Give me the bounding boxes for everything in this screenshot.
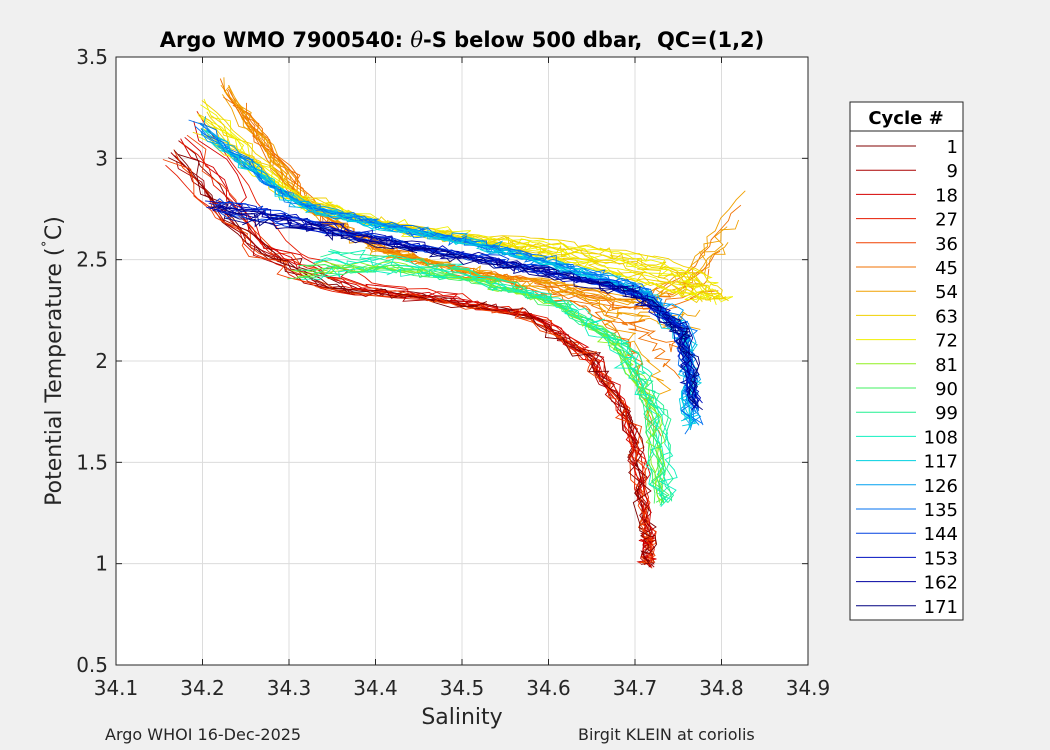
legend-label: 126 xyxy=(924,476,958,497)
legend-label: 117 xyxy=(924,452,958,473)
profile-line-early-red xyxy=(177,153,658,565)
y-tick-label: 0.5 xyxy=(76,653,108,677)
legend-label: 135 xyxy=(924,500,958,521)
chart-title: Argo WMO 7900540: θ-S below 500 dbar, QC… xyxy=(160,28,765,52)
y-tick-label: 1.5 xyxy=(76,450,108,474)
legend-label: 108 xyxy=(924,427,958,448)
footer-credit: Birgit KLEIN at coriolis xyxy=(578,725,755,744)
y-axis-label: Potential Temperature (˚C) xyxy=(41,216,67,506)
legend-label: 9 xyxy=(947,161,958,182)
legend-label: 72 xyxy=(935,331,958,352)
x-tick-label: 34.6 xyxy=(526,676,571,700)
y-tick-label: 2 xyxy=(95,349,108,373)
profile-lines xyxy=(162,77,746,569)
legend-label: 18 xyxy=(935,185,958,206)
profile-line-early-red xyxy=(179,141,652,564)
y-axis-ticks: 0.5 1 1.5 2 2.5 3 3.5 xyxy=(76,45,808,677)
legend-items: 1 9 18 27 36 45 54 63 72 81 90 99 108 117 126 135 144 153… xyxy=(856,137,958,618)
legend-label: 81 xyxy=(935,355,958,376)
x-tick-label: 34.5 xyxy=(440,676,485,700)
legend-label: 144 xyxy=(924,524,958,545)
profile-line-yellow xyxy=(200,104,727,300)
y-tick-label: 2.5 xyxy=(76,248,108,272)
profile-line-early-red xyxy=(162,159,656,563)
profile-line-green xyxy=(315,259,669,502)
y-tick-label: 1 xyxy=(95,552,108,576)
legend-label: 36 xyxy=(935,234,958,255)
profile-line-yellow xyxy=(201,100,729,302)
x-tick-label: 34.9 xyxy=(786,676,831,700)
title-theta: θ xyxy=(410,28,423,52)
x-tick-label: 34.2 xyxy=(180,676,225,700)
profile-line-dark-blue xyxy=(217,210,699,411)
footer-source-date: Argo WHOI 16-Dec-2025 xyxy=(105,725,302,744)
profile-line-green xyxy=(295,265,668,506)
profile-line-blue xyxy=(215,141,692,430)
profile-line-green xyxy=(328,249,678,508)
profile-line-green xyxy=(301,267,668,503)
legend-label: 162 xyxy=(924,573,958,594)
legend-label: 99 xyxy=(935,403,958,424)
legend-title: Cycle # xyxy=(868,108,943,129)
x-tick-label: 34.7 xyxy=(613,676,658,700)
profile-line-green xyxy=(287,268,656,504)
legend-label: 63 xyxy=(935,306,958,327)
legend-label: 90 xyxy=(935,379,958,400)
x-tick-label: 34.3 xyxy=(267,676,312,700)
profile-line-dark-blue xyxy=(215,198,696,406)
x-axis-ticks: 34.1 34.2 34.3 34.4 34.5 34.6 34.7 34.8 34.9 xyxy=(94,57,831,700)
profile-line-dark-blue xyxy=(223,217,703,411)
x-axis-label: Salinity xyxy=(421,705,502,730)
profile-line-blue xyxy=(209,140,698,427)
legend-label: 153 xyxy=(924,548,958,569)
x-tick-label: 34.1 xyxy=(94,676,139,700)
legend-label: 171 xyxy=(924,597,958,618)
y-tick-label: 3.5 xyxy=(76,45,108,69)
legend-label: 45 xyxy=(935,258,958,279)
legend: Cycle # 19182736455463728190991081171261… xyxy=(849,101,964,621)
profile-line-dark-blue xyxy=(206,206,698,409)
profile-line-dark-blue xyxy=(217,205,697,405)
legend-label: 54 xyxy=(935,282,958,303)
y-tick-label: 3 xyxy=(95,146,108,170)
x-tick-label: 34.8 xyxy=(699,676,744,700)
legend-label: 27 xyxy=(935,210,958,231)
legend-label: 1 xyxy=(947,137,958,158)
x-tick-label: 34.4 xyxy=(353,676,398,700)
